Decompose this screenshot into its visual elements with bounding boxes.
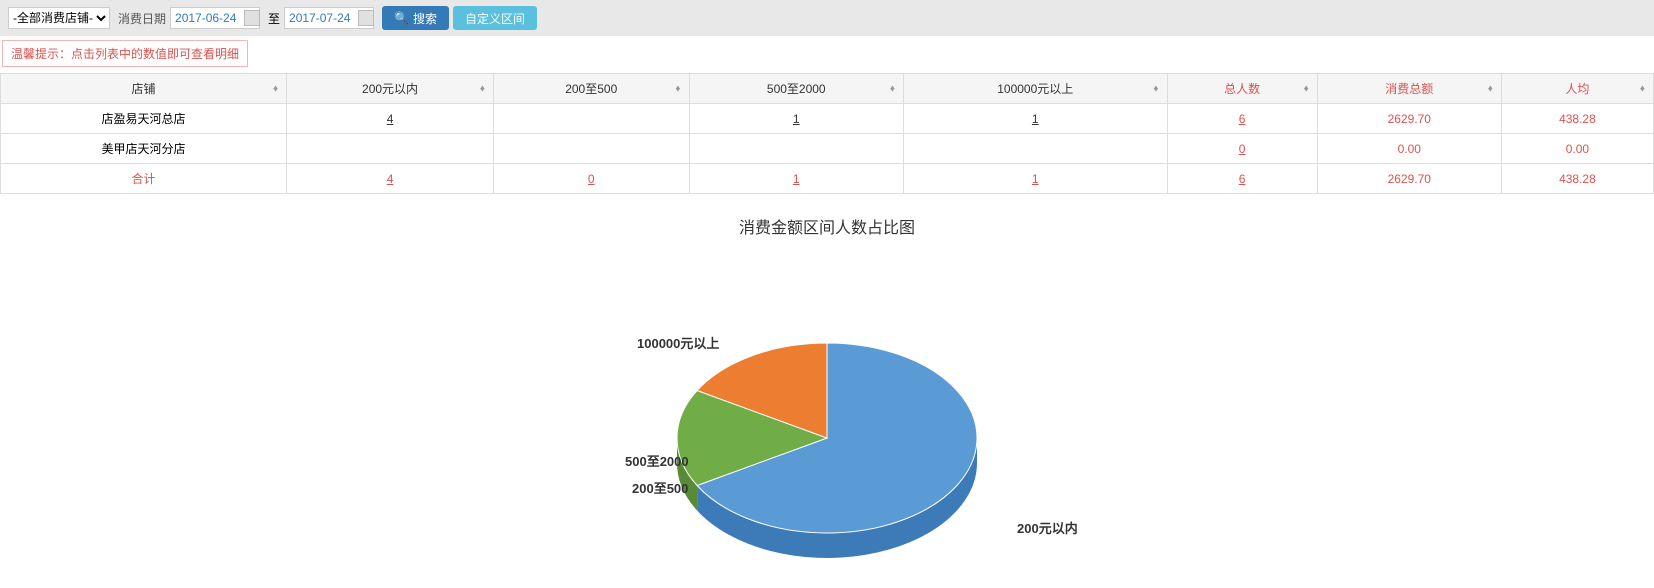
date-label: 消费日期	[118, 10, 166, 27]
calendar-icon[interactable]	[244, 10, 260, 26]
table-cell	[493, 134, 689, 164]
chart-title: 消费金额区间人数占比图	[0, 214, 1654, 238]
table-header[interactable]: 店铺♦	[1, 74, 287, 104]
table-header[interactable]: 消费总额♦	[1317, 74, 1501, 104]
table-cell[interactable]: 0	[1167, 134, 1317, 164]
table-cell: 0.00	[1501, 134, 1653, 164]
table-cell	[689, 134, 903, 164]
table-header[interactable]: 200元以内♦	[287, 74, 494, 104]
table-cell: 美甲店天河分店	[1, 134, 287, 164]
table-cell: 0.00	[1317, 134, 1501, 164]
search-icon: 🔍	[394, 11, 409, 25]
table-header[interactable]: 100000元以上♦	[903, 74, 1167, 104]
table-cell[interactable]: 4	[287, 104, 494, 134]
calendar-icon[interactable]	[358, 10, 374, 26]
custom-range-button[interactable]: 自定义区间	[453, 6, 537, 30]
table-cell: 2629.70	[1317, 164, 1501, 194]
date-separator: 至	[268, 10, 280, 27]
table-cell[interactable]: 1	[689, 104, 903, 134]
pie-label: 100000元以上	[637, 336, 719, 351]
search-button[interactable]: 🔍 搜索	[382, 6, 449, 30]
pie-label: 500至2000	[625, 454, 689, 469]
table-cell[interactable]: 0	[493, 164, 689, 194]
table-header[interactable]: 人均♦	[1501, 74, 1653, 104]
sort-icon[interactable]: ♦	[480, 83, 485, 94]
sort-icon[interactable]: ♦	[675, 83, 680, 94]
table-cell[interactable]: 1	[903, 104, 1167, 134]
table-cell: 438.28	[1501, 104, 1653, 134]
store-select[interactable]: -全部消费店铺-	[8, 7, 110, 29]
table-cell[interactable]: 4	[287, 164, 494, 194]
table-cell: 2629.70	[1317, 104, 1501, 134]
filter-bar: -全部消费店铺- 消费日期 至 🔍 搜索 自定义区间	[0, 0, 1654, 36]
table-cell[interactable]: 6	[1167, 164, 1317, 194]
sort-icon[interactable]: ♦	[1304, 83, 1309, 94]
sort-icon[interactable]: ♦	[1153, 83, 1158, 94]
pie-label: 200元以内	[1017, 521, 1077, 536]
table-header[interactable]: 500至2000♦	[689, 74, 903, 104]
search-button-label: 搜索	[413, 10, 437, 27]
table-header[interactable]: 200至500♦	[493, 74, 689, 104]
chart-section: 消费金额区间人数占比图 200元以内 200至500 500至2000 100000元…	[0, 214, 1654, 588]
data-table: 店铺♦200元以内♦200至500♦500至2000♦100000元以上♦总人数…	[0, 73, 1654, 194]
table-row: 店盈易天河总店41162629.70438.28	[1, 104, 1654, 134]
sort-icon[interactable]: ♦	[273, 83, 278, 94]
table-cell[interactable]: 1	[903, 164, 1167, 194]
table-cell	[903, 134, 1167, 164]
pie-chart: 200元以内 200至500 500至2000 100000元以上	[577, 268, 1077, 588]
table-cell: 店盈易天河总店	[1, 104, 287, 134]
sort-icon[interactable]: ♦	[1488, 83, 1493, 94]
pie-label: 200至500	[632, 481, 688, 496]
table-cell[interactable]: 6	[1167, 104, 1317, 134]
table-cell	[287, 134, 494, 164]
tip-box: 温馨提示：点击列表中的数值即可查看明细	[2, 40, 248, 67]
table-header[interactable]: 总人数♦	[1167, 74, 1317, 104]
table-cell: 合计	[1, 164, 287, 194]
table-cell: 438.28	[1501, 164, 1653, 194]
table-row: 美甲店天河分店00.000.00	[1, 134, 1654, 164]
table-row: 合计401162629.70438.28	[1, 164, 1654, 194]
table-cell[interactable]: 1	[689, 164, 903, 194]
sort-icon[interactable]: ♦	[1640, 83, 1645, 94]
sort-icon[interactable]: ♦	[890, 83, 895, 94]
table-cell	[493, 104, 689, 134]
